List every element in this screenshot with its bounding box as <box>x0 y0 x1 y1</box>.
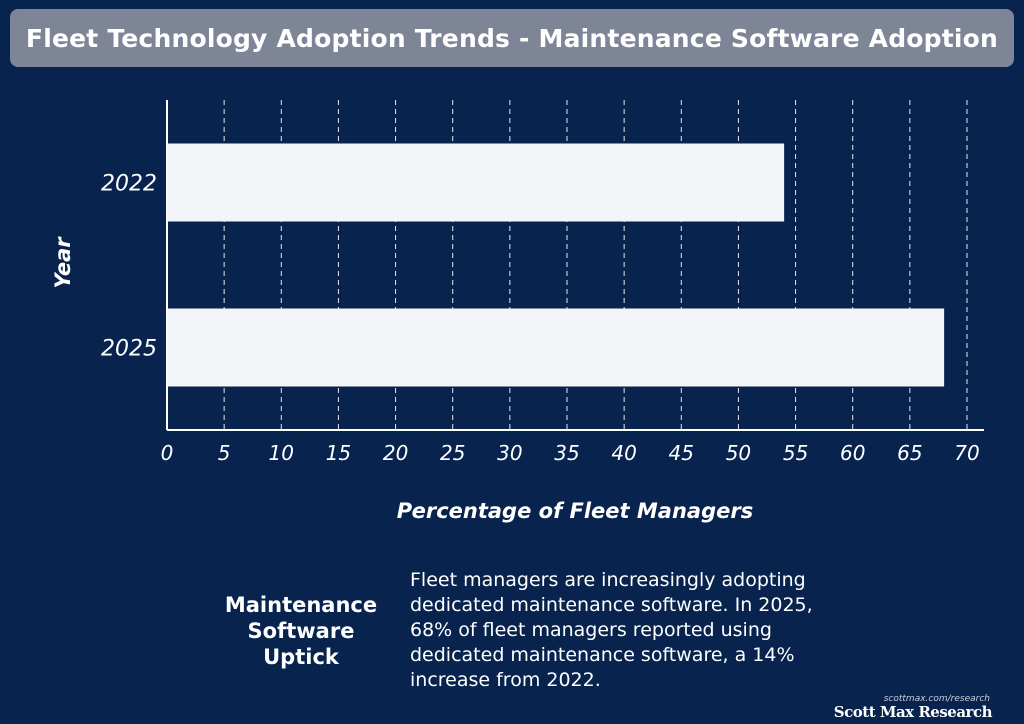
title-bar: Fleet Technology Adoption Trends - Maint… <box>10 9 1014 67</box>
x-tick-label: 70 <box>954 441 979 465</box>
x-tick-label: 40 <box>611 441 636 465</box>
x-tick-label: 0 <box>161 441 174 465</box>
y-category-label: 2022 <box>101 172 157 197</box>
footer-brand-logo: Scott Max Research <box>833 703 993 721</box>
x-tick-label: 25 <box>440 441 465 465</box>
page-title: Fleet Technology Adoption Trends - Maint… <box>25 23 999 53</box>
x-axis-title: Percentage of Fleet Managers <box>397 499 753 523</box>
x-tick-label: 55 <box>783 441 808 465</box>
callout-heading: Maintenance Software Uptick <box>224 593 378 669</box>
x-tick-label: 30 <box>497 441 522 465</box>
bar <box>167 143 785 222</box>
x-tick-label: 5 <box>218 441 231 465</box>
y-axis-title: Year <box>51 236 75 289</box>
x-tick-label: 15 <box>326 441 351 465</box>
x-tick-label: 65 <box>897 441 922 465</box>
callout-body: Fleet managers are increasingly adopting… <box>410 569 813 691</box>
footer-url: scottmax.com/research <box>883 694 990 704</box>
bar <box>167 308 945 387</box>
x-tick-label: 45 <box>669 441 694 465</box>
x-tick-label: 10 <box>269 441 294 465</box>
x-tick-label: 50 <box>726 441 751 465</box>
bar-layer <box>167 143 945 387</box>
x-tick-label: 20 <box>383 441 408 465</box>
x-tick-label: 35 <box>554 441 579 465</box>
y-category-label: 2025 <box>101 337 157 362</box>
x-tick-label: 60 <box>840 441 865 465</box>
